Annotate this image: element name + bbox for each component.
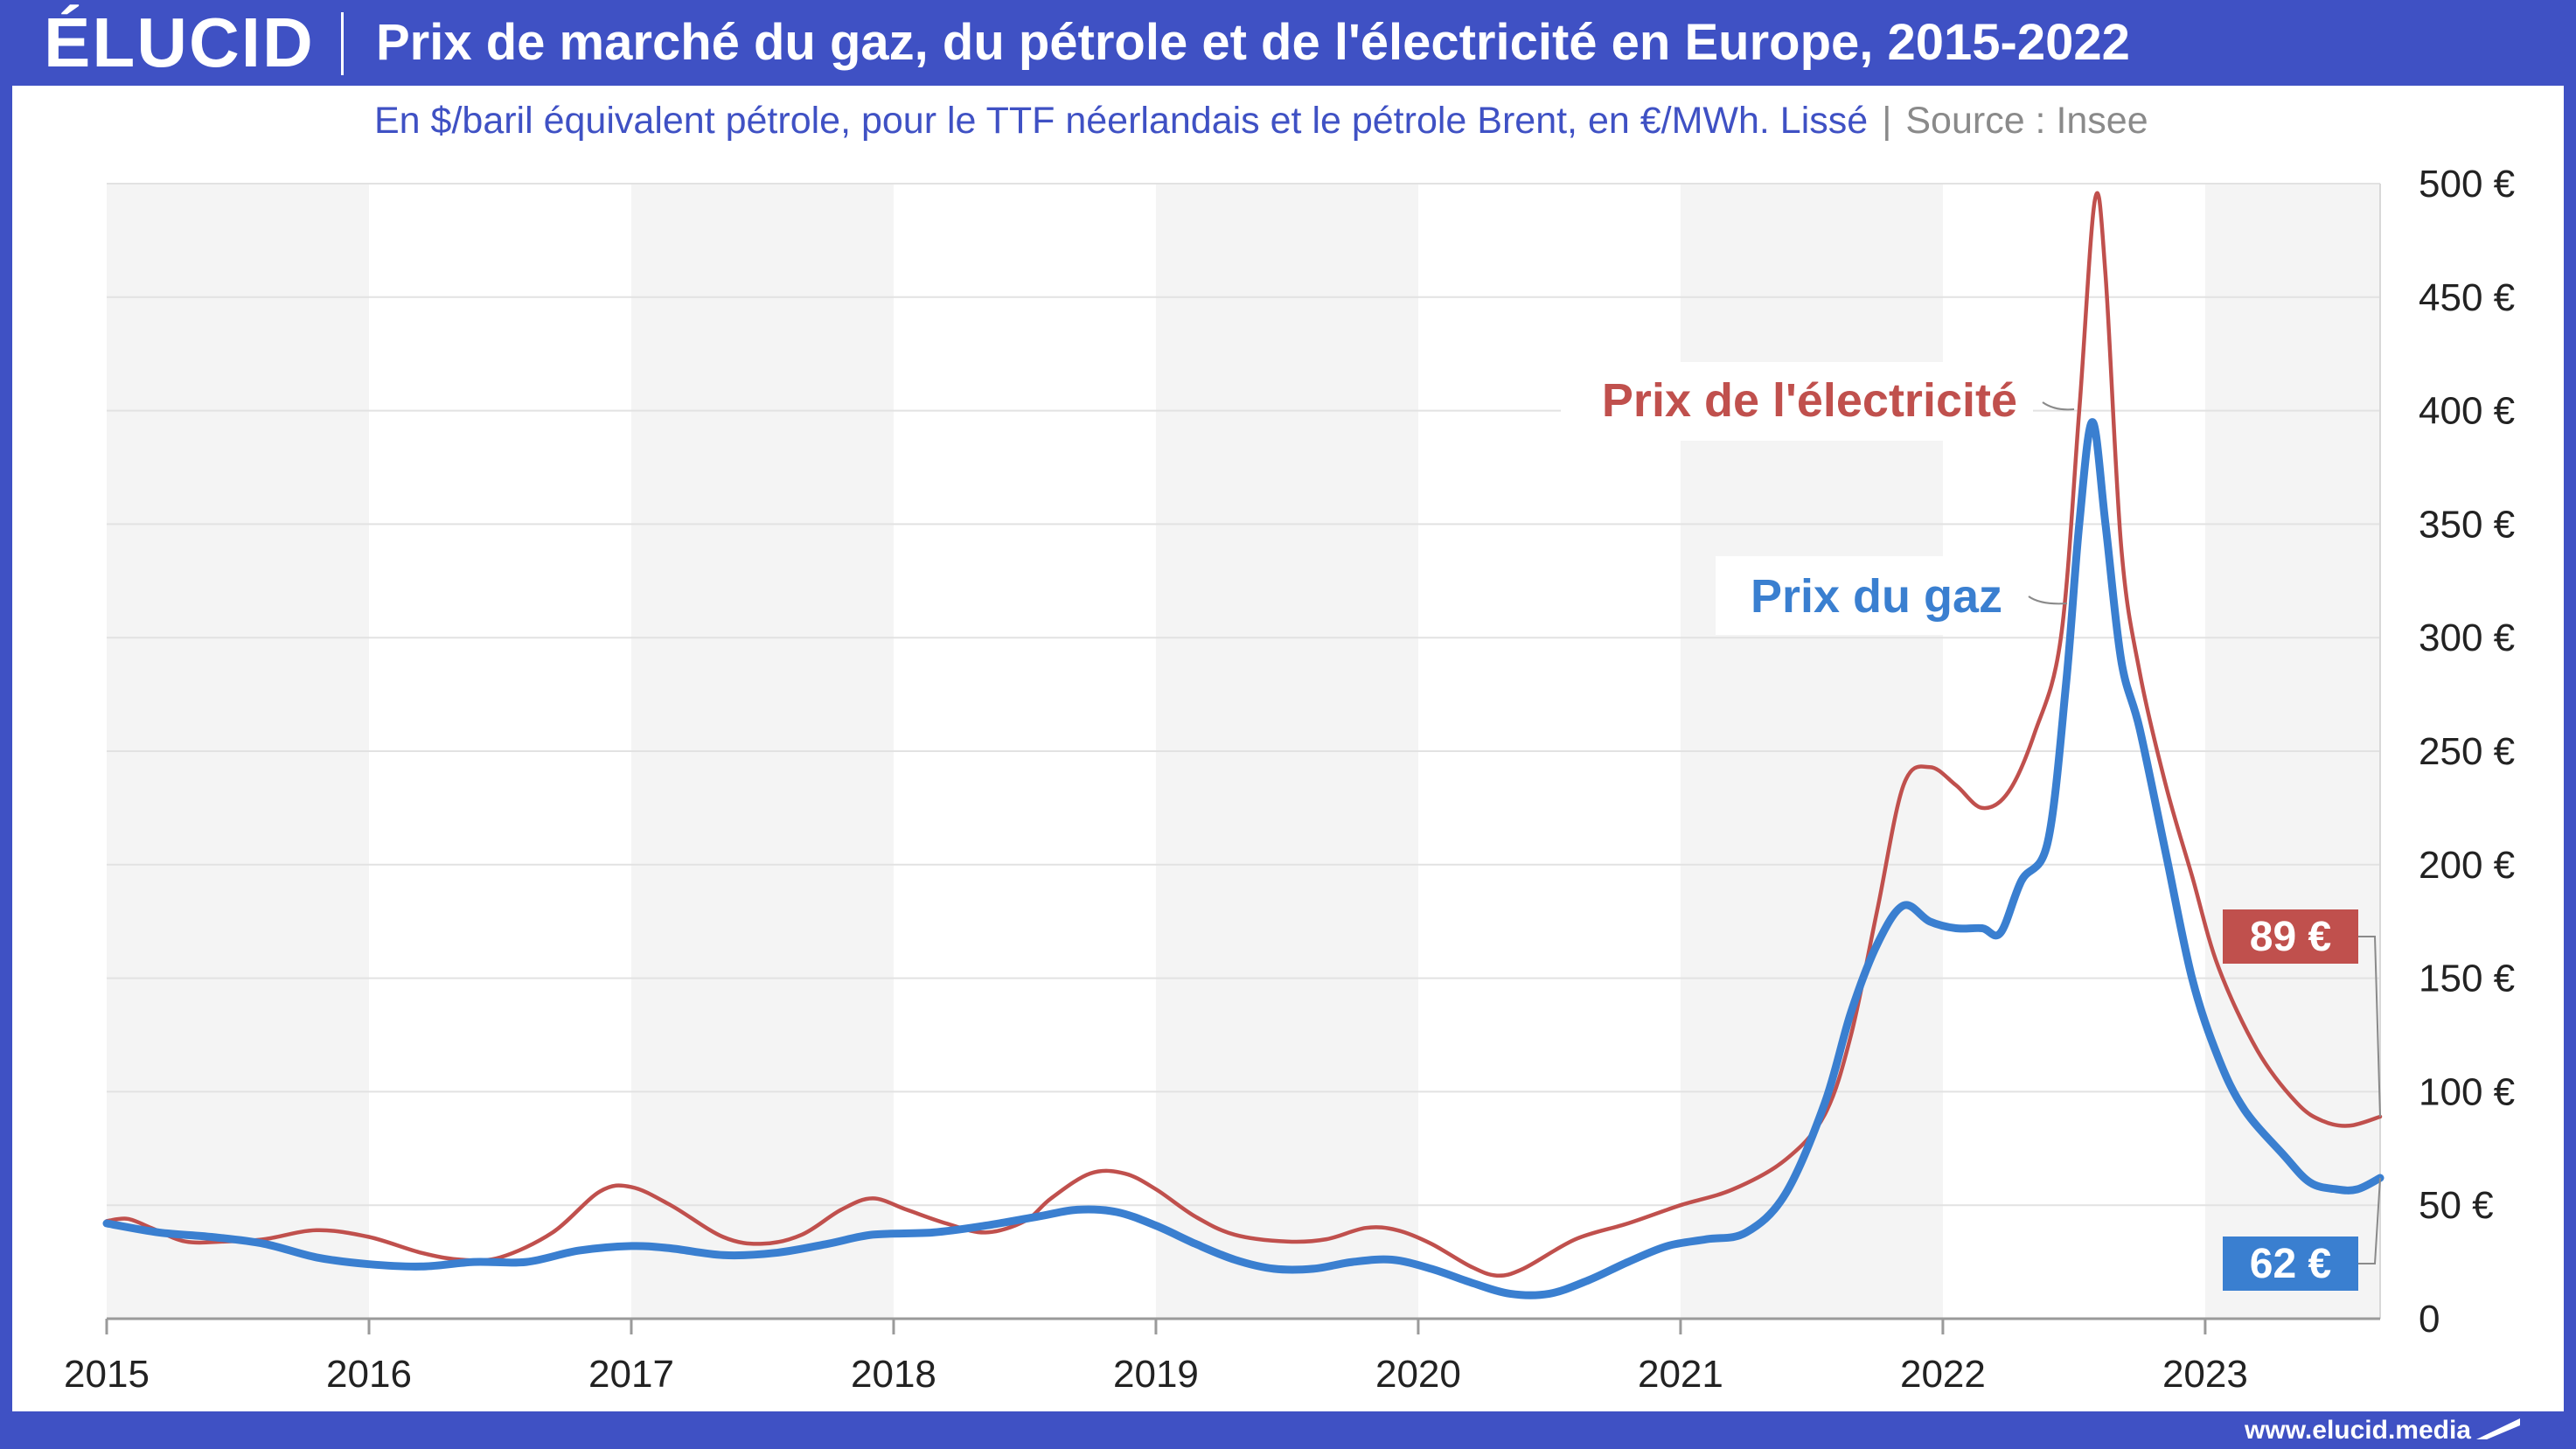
x-tick-label: 2022	[1900, 1353, 1986, 1396]
subtitle-text: En $/baril équivalent pétrole, pour le T…	[374, 100, 1869, 142]
series-leader-electricity	[2042, 401, 2075, 411]
y-tick-label: 400 €	[2419, 390, 2515, 433]
end-leader-electricity	[2358, 936, 2381, 1117]
x-tick-label: 2016	[326, 1353, 412, 1396]
series-name-gas: Prix du gaz	[1751, 570, 2002, 623]
series-line-gas	[102, 418, 2385, 1299]
x-tick-label: 2019	[1113, 1353, 1199, 1396]
x-tick-label: 2017	[588, 1353, 674, 1396]
end-value-label-gas: 62 €	[2250, 1241, 2331, 1287]
y-tick-label: 150 €	[2419, 958, 2515, 1000]
footer-url[interactable]: www.elucid.media	[2245, 1416, 2471, 1445]
end-value-box-gas	[2223, 1237, 2358, 1291]
header-bar: ÉLUCID Prix de marché du gaz, du pétrole…	[0, 0, 2576, 86]
subtitle-separator: |	[1882, 100, 1892, 142]
header-divider	[341, 12, 344, 75]
y-tick-label: 300 €	[2419, 617, 2515, 659]
footer-bar: www.elucid.media	[0, 1411, 2576, 1449]
x-tick-label: 2021	[1638, 1353, 1723, 1396]
series-leader-gas	[2028, 596, 2068, 605]
y-tick-label: 200 €	[2419, 844, 2515, 887]
series-name-bg	[1561, 362, 2033, 441]
end-leader-gas	[2358, 1177, 2381, 1264]
x-tick-label: 2020	[1375, 1353, 1461, 1396]
end-value-box-electricity	[2223, 909, 2358, 964]
x-axis: 2015 2016 2017 2018 2019 2020 2021 2022 2023	[64, 1317, 2380, 1396]
series-name-electricity: Prix de l'électricité	[1602, 374, 2017, 427]
chart-subtitle: En $/baril équivalent pétrole, pour le T…	[374, 96, 2148, 145]
y-tick-label: 250 €	[2419, 730, 2515, 773]
series-line-electricity	[104, 191, 2383, 1278]
y-tick-label: 350 €	[2419, 503, 2515, 546]
y-tick-label: 50 €	[2419, 1184, 2494, 1227]
y-tick-label: 450 €	[2419, 276, 2515, 319]
x-tick-label: 2018	[851, 1353, 936, 1396]
x-tick-label: 2015	[64, 1353, 150, 1396]
source-text: Source : Insee	[1905, 100, 2148, 142]
chart-title: Prix de marché du gaz, du pétrole et de …	[376, 14, 2130, 71]
series-labels: Prix de l'électricité Prix du gaz 89 € 62 €	[1561, 362, 2381, 1291]
gridlines	[107, 183, 2381, 1319]
x-tick-label: 2023	[2162, 1353, 2248, 1396]
series-lines	[102, 191, 2385, 1299]
y-tick-label: 100 €	[2419, 1070, 2515, 1113]
end-value-label-electricity: 89 €	[2250, 914, 2331, 960]
y-tick-label: 0	[2419, 1298, 2440, 1341]
brand-mark-icon	[2476, 1418, 2520, 1439]
brand-logo[interactable]: ÉLUCID	[44, 3, 315, 81]
line-chart: 500 € 450 € 400 € 350 € 300 € 250 € 200 € 150 €…	[64, 163, 2515, 1396]
y-axis-ticks: 500 € 450 € 400 € 350 € 300 € 250 € 200 € 150 €…	[2419, 163, 2515, 1341]
y-tick-label: 500 €	[2419, 163, 2515, 206]
series-name-bg	[1716, 556, 2013, 635]
